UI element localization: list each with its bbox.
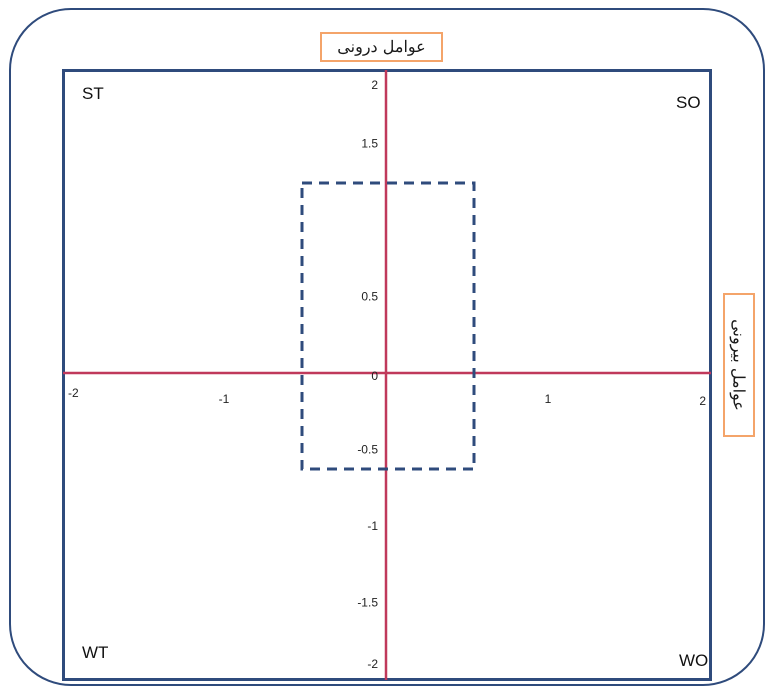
x-tick-label: -2 (68, 386, 79, 400)
quadrant-label-so: SO (676, 93, 701, 112)
dashed-region (300, 181, 476, 471)
x-tick-label: 2 (699, 394, 706, 408)
y-tick-label: 1.5 (361, 137, 378, 151)
y-tick-label: -1.5 (357, 596, 378, 610)
outer-frame (9, 8, 765, 686)
y-tick-label: 0.5 (361, 290, 378, 304)
y-tick-label: -0.5 (357, 443, 378, 457)
y-tick-label: 0 (371, 369, 378, 383)
external-factors-title-box: عوامل بیرونی (723, 293, 755, 437)
quadrant-label-st: ST (82, 84, 104, 103)
y-tick-label: -2 (367, 657, 378, 671)
quadrant-label-wt: WT (82, 643, 109, 662)
x-tick-label: 1 (545, 392, 552, 406)
internal-factors-title: عوامل درونی (320, 32, 443, 62)
y-tick-label: 2 (371, 78, 378, 92)
quadrant-label-wo: WO (679, 651, 709, 670)
tick-labels: -2 -1 1 2 2 1.5 0.5 0 -0.5 -1 -1.5 -2 (68, 78, 706, 671)
y-tick-label: -1 (367, 519, 378, 533)
x-tick-label: -1 (219, 392, 230, 406)
